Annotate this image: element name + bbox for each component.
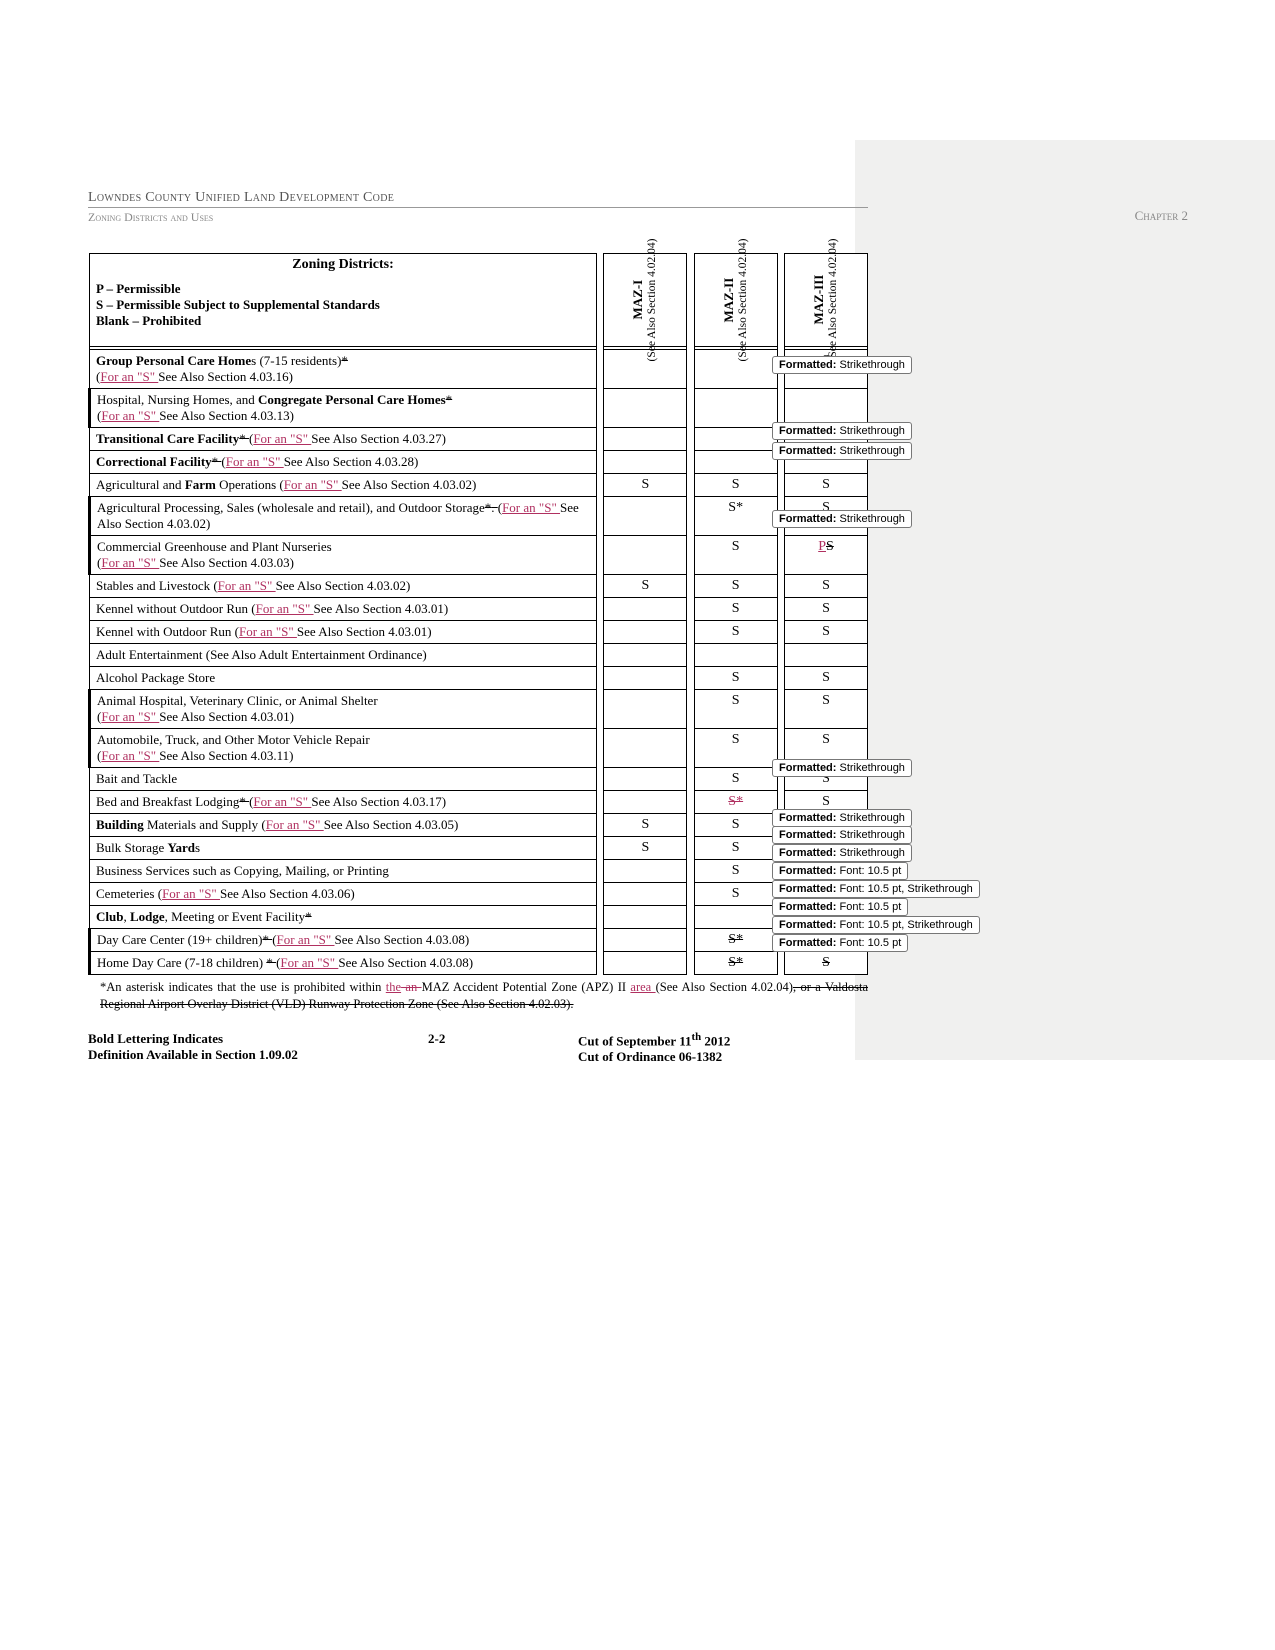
row-business-services: Business Services such as Copying, Maili… <box>90 860 868 883</box>
comment-bubble: Formatted: Strikethrough <box>772 442 912 460</box>
comment-bubble: Formatted: Font: 10.5 pt, Strikethrough <box>772 880 980 898</box>
row-transitional-care: Transitional Care Facility* (For an "S" … <box>90 428 868 451</box>
row-hospital-nursing: Hospital, Nursing Homes, and Congregate … <box>90 389 868 428</box>
row-animal-hospital: Animal Hospital, Veterinary Clinic, or A… <box>90 690 868 729</box>
comment-bubble: Formatted: Font: 10.5 pt, Strikethrough <box>772 916 980 934</box>
zoning-table: Zoning Districts: P – Permissible S – Pe… <box>88 253 868 975</box>
row-club-lodge: Club, Lodge, Meeting or Event Facility* … <box>90 906 868 929</box>
comment-bubble: Formatted: Strikethrough <box>772 844 912 862</box>
row-ag-processing: Agricultural Processing, Sales (wholesal… <box>90 497 868 536</box>
legend-line-3: Blank – Prohibited <box>96 313 590 329</box>
row-ag-farm: Agricultural and Farm Operations (For an… <box>90 474 868 497</box>
legend-cell: Zoning Districts: P – Permissible S – Pe… <box>90 254 597 347</box>
footnote: *An asterisk indicates that the use is p… <box>100 979 868 1013</box>
header-row: Zoning Districts: P – Permissible S – Pe… <box>90 254 868 347</box>
row-correctional: Correctional Facility* (For an "S" See A… <box>90 451 868 474</box>
legend-heading: Zoning Districts: <box>96 257 590 273</box>
chapter-label: Chapter 2 <box>1135 208 1188 224</box>
row-group-personal-care: Group Personal Care Homes (7-15 resident… <box>90 350 868 389</box>
col-maz-i: MAZ-I(See Also Section 4.02.04) <box>604 254 687 347</box>
row-kennel-no-run: Kennel without Outdoor Run (For an "S" S… <box>90 598 868 621</box>
row-kennel-run: Kennel with Outdoor Run (For an "S" See … <box>90 621 868 644</box>
row-alcohol: Alcohol Package StoreSS <box>90 667 868 690</box>
doc-title: Lowndes County Unified Land Development … <box>88 190 868 208</box>
row-cemeteries: Cemeteries (For an "S" See Also Section … <box>90 883 868 906</box>
doc-subtitle: Zoning Districts and Uses <box>88 210 213 225</box>
row-bait: Bait and TackleSS <box>90 768 868 791</box>
col-maz-iii: MAZ-III(See Also Section 4.02.04) <box>785 254 868 347</box>
row-adult-ent: Adult Entertainment (See Also Adult Ente… <box>90 644 868 667</box>
row-greenhouse: Commercial Greenhouse and Plant Nurserie… <box>90 536 868 575</box>
footer-right: Cut of September 11th 2012 Cut of Ordina… <box>578 1031 868 1065</box>
row-building-materials: Building Materials and Supply (For an "S… <box>90 814 868 837</box>
legend-line-2: S – Permissible Subject to Supplemental … <box>96 297 590 313</box>
page-footer: Bold Lettering Indicates Definition Avai… <box>88 1031 868 1065</box>
row-stables: Stables and Livestock (For an "S" See Al… <box>90 575 868 598</box>
footer-center: 2-2 <box>428 1031 578 1065</box>
comment-bubble: Formatted: Font: 10.5 pt <box>772 862 908 880</box>
row-home-day-care: Home Day Care (7-18 children) * (For an … <box>90 952 868 975</box>
footer-left: Bold Lettering Indicates Definition Avai… <box>88 1031 428 1065</box>
page-content: Lowndes County Unified Land Development … <box>88 190 868 1065</box>
comment-bubble: Formatted: Strikethrough <box>772 809 912 827</box>
col-maz-ii: MAZ-II(See Also Section 4.02.04) <box>694 254 777 347</box>
comment-bubble: Formatted: Strikethrough <box>772 826 912 844</box>
comment-bubble: Formatted: Font: 10.5 pt <box>772 934 908 952</box>
comment-bubble: Formatted: Strikethrough <box>772 422 912 440</box>
doc-subtitle-row: Zoning Districts and Uses <box>88 210 868 225</box>
comment-bubble: Formatted: Strikethrough <box>772 356 912 374</box>
row-bnb: Bed and Breakfast Lodging* (For an "S" S… <box>90 791 868 814</box>
comment-bubble: Formatted: Strikethrough <box>772 510 912 528</box>
legend-line-1: P – Permissible <box>96 281 590 297</box>
row-bulk-storage: Bulk Storage Yards SSS <box>90 837 868 860</box>
row-auto-repair: Automobile, Truck, and Other Motor Vehic… <box>90 729 868 768</box>
comment-bubble: Formatted: Strikethrough <box>772 759 912 777</box>
comment-bubble: Formatted: Font: 10.5 pt <box>772 898 908 916</box>
row-day-care: Day Care Center (19+ children)* (For an … <box>90 929 868 952</box>
